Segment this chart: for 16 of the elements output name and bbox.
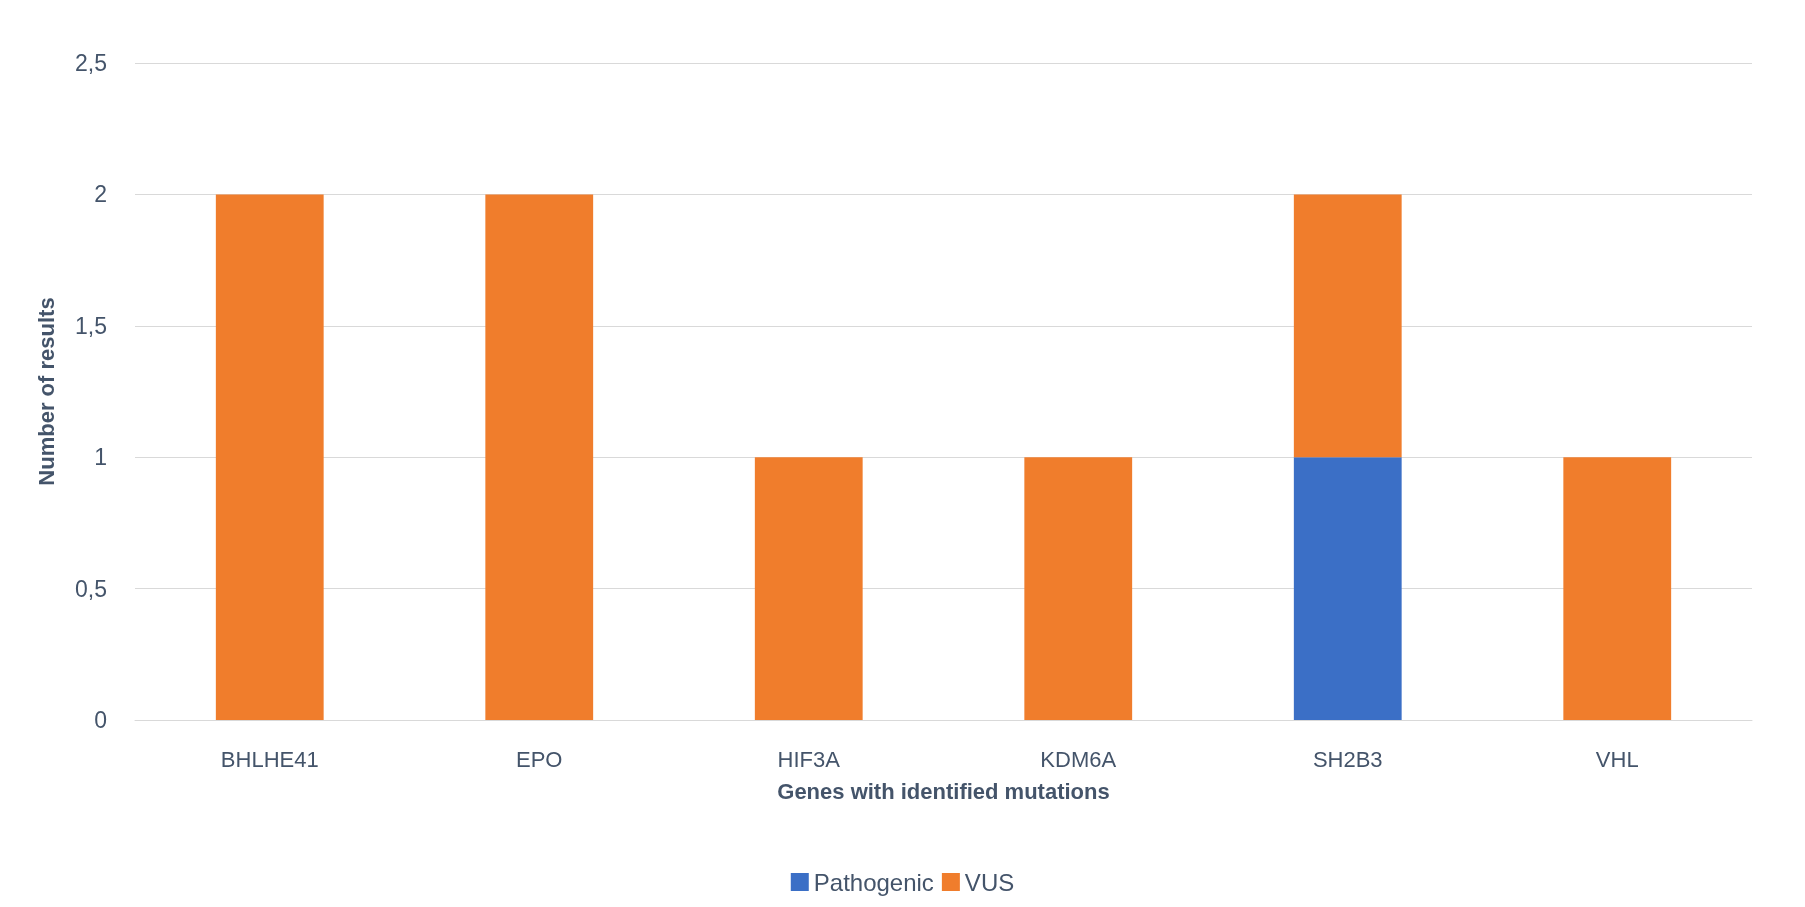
- x-axis-title: Genes with identified mutations: [777, 778, 1110, 804]
- x-tick-label: HIF3A: [777, 746, 841, 772]
- x-tick-label: BHLHE41: [220, 746, 319, 772]
- y-tick-label: 0: [94, 707, 107, 733]
- x-tick-label: VHL: [1595, 746, 1639, 772]
- x-tick-label: SH2B3: [1312, 746, 1383, 772]
- legend-label: VUS: [964, 868, 1015, 896]
- y-axis-title: Number of results: [33, 297, 59, 486]
- legend-label: Pathogenic: [813, 868, 934, 896]
- x-tick-label: KDM6A: [1040, 746, 1117, 772]
- y-tick-label: 1,5: [75, 312, 107, 339]
- x-tick-label: EPO: [516, 746, 563, 772]
- y-tick-label: 2,5: [75, 50, 107, 76]
- y-tick-label: 1: [94, 444, 107, 471]
- y-tick-label: 2: [94, 181, 107, 208]
- y-tick-label: 0,5: [75, 575, 107, 602]
